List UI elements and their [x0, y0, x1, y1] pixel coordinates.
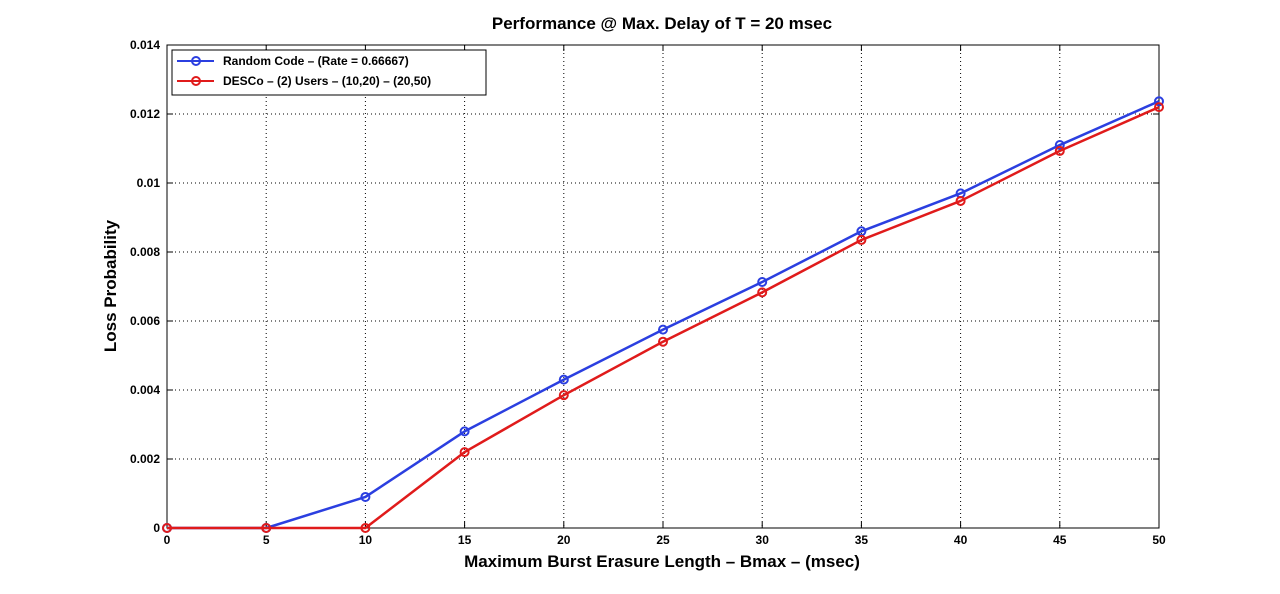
- ticks: 0 5 10 15 20 25 30 35 40 45 50 0 0.002 0.004 0.006 0.00…: [130, 38, 1166, 547]
- series-1-point: [1054, 145, 1065, 156]
- series-1-point: [757, 287, 768, 298]
- y-tick-label: 0.008: [130, 245, 160, 259]
- x-tick-label: 40: [954, 533, 968, 547]
- series-1-point: [1154, 102, 1164, 113]
- series-1-point: [261, 523, 272, 533]
- series-1-point: [459, 447, 470, 458]
- series-line-1: [167, 105, 1160, 530]
- series-0-point: [757, 277, 768, 288]
- series-0-point: [1054, 140, 1065, 151]
- legend-box: [171, 49, 487, 96]
- series-0-point: [658, 324, 668, 335]
- x-tick-label: 45: [1053, 533, 1067, 547]
- grid: [167, 45, 1159, 528]
- y-tick-label: 0.002: [130, 452, 160, 466]
- y-tick-label: 0: [153, 521, 160, 535]
- x-tick-label: 15: [458, 533, 472, 547]
- series-0-point: [1154, 96, 1164, 107]
- series-1-point: [360, 523, 371, 533]
- x-tick-label: 50: [1152, 533, 1166, 547]
- x-tick-label: 10: [359, 533, 373, 547]
- series: [162, 96, 1164, 533]
- series-1-point: [658, 336, 668, 347]
- y-axis-label: Loss Probability: [101, 219, 120, 352]
- x-tick-label: 25: [656, 533, 670, 547]
- legend-marker-desco: [191, 76, 201, 86]
- y-tick-label: 0.01: [137, 176, 161, 190]
- x-tick-label: 20: [557, 533, 571, 547]
- legend: Random Code – (Rate = 0.66667) DESCo – (…: [171, 49, 487, 96]
- legend-label-desco: DESCo – (2) Users – (10,20) – (20,50): [223, 74, 431, 88]
- x-axis-label: Maximum Burst Erasure Length – Bmax – (m…: [464, 552, 860, 571]
- y-tick-label: 0.012: [130, 107, 160, 121]
- x-tick-label: 5: [263, 533, 270, 547]
- series-line-0: [167, 100, 1160, 530]
- series-1-point: [162, 523, 172, 533]
- series-0-point: [360, 491, 371, 502]
- series-0-point: [558, 374, 569, 385]
- legend-marker-random-code: [191, 56, 201, 66]
- x-tick-label: 30: [756, 533, 770, 547]
- y-tick-label: 0.006: [130, 314, 160, 328]
- legend-label-random-code: Random Code – (Rate = 0.66667): [223, 54, 409, 68]
- x-tick-label: 35: [855, 533, 869, 547]
- y-tick-label: 0.004: [130, 383, 160, 397]
- x-tick-label: 0: [164, 533, 171, 547]
- chart-title: Performance @ Max. Delay of T = 20 msec: [492, 14, 832, 33]
- series-1-point: [955, 195, 966, 206]
- series-1-point: [856, 234, 867, 245]
- series-0-point: [459, 426, 470, 437]
- y-tick-label: 0.014: [130, 38, 160, 52]
- series-1-point: [558, 390, 569, 401]
